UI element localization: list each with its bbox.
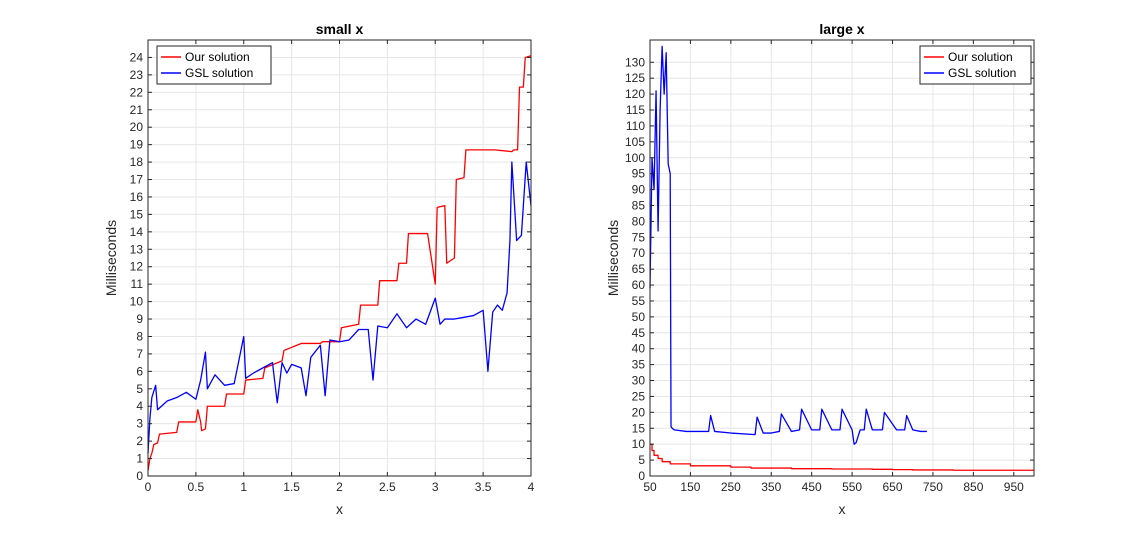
y-tick-label: 25 — [632, 389, 646, 403]
y-tick-label: 0 — [638, 469, 645, 483]
y-tick-label: 45 — [632, 326, 646, 340]
y-tick-label: 23 — [130, 68, 144, 82]
y-tick-label: 110 — [626, 119, 645, 133]
y-tick-label: 18 — [130, 155, 144, 169]
y-tick-label: 80 — [632, 214, 646, 228]
y-tick-label: 9 — [136, 312, 143, 326]
y-tick-label: 3 — [136, 417, 143, 431]
y-tick-label: 14 — [130, 225, 144, 239]
y-tick-label: 15 — [632, 421, 646, 435]
y-tick-label: 12 — [130, 260, 144, 274]
y-tick-label: 11 — [131, 277, 144, 291]
legend: Our solution GSL solution — [919, 45, 1032, 85]
y-tick-label: 17 — [130, 173, 144, 187]
legend-box — [156, 45, 272, 85]
y-tick-label: 20 — [632, 405, 646, 419]
y-tick-label: 5 — [638, 453, 645, 467]
x-tick-label: 150 — [680, 480, 700, 494]
y-tick-label: 22 — [130, 85, 144, 99]
y-tick-label: 105 — [625, 135, 645, 149]
y-tick-label: 95 — [632, 167, 646, 181]
x-tick-label: 750 — [923, 480, 943, 494]
y-tick-label: 55 — [632, 294, 646, 308]
plot-area — [650, 40, 1034, 476]
x-tick-label: 350 — [761, 480, 781, 494]
x-tick-label: 0 — [145, 480, 152, 494]
y-tick-label: 16 — [130, 190, 144, 204]
legend-label: Our solution — [948, 50, 1013, 64]
y-tick-label: 4 — [136, 399, 143, 413]
series-line-0 — [147, 55, 532, 471]
y-tick-label: 30 — [632, 374, 646, 388]
y-tick-label: 65 — [632, 262, 646, 276]
y-axis-label: Milliseconds — [103, 220, 119, 296]
x-tick-label: 250 — [721, 480, 741, 494]
y-tick-label: 50 — [632, 310, 646, 324]
x-tick-label: 0.5 — [188, 480, 205, 494]
legend-label: GSL solution — [948, 66, 1016, 80]
y-tick-label: 8 — [136, 329, 143, 343]
x-tick-label: 2.5 — [379, 480, 396, 494]
axes-frame — [649, 39, 1035, 477]
legend-label: GSL solution — [185, 66, 253, 80]
y-tick-label: 0 — [136, 469, 143, 483]
y-tick-label: 1 — [136, 452, 143, 466]
chart-1: 50 150 250 350 450 550 650 750 850 95005101520253… — [605, 21, 1035, 517]
y-tick-label: 2 — [136, 434, 143, 448]
series-line-0 — [650, 443, 1034, 471]
y-tick-label: 85 — [632, 198, 646, 212]
x-axis-label: x — [839, 501, 846, 517]
y-tick-label: 60 — [632, 278, 646, 292]
x-tick-label: 950 — [1004, 480, 1024, 494]
y-tick-label: 120 — [625, 87, 645, 101]
y-tick-label: 21 — [130, 103, 144, 117]
y-tick-label: 10 — [130, 295, 144, 309]
x-tick-label: 450 — [802, 480, 822, 494]
x-tick-label: 850 — [963, 480, 983, 494]
x-tick-label: 2 — [336, 480, 343, 494]
x-tick-label: 3.5 — [475, 480, 492, 494]
y-tick-label: 75 — [632, 230, 646, 244]
legend: Our solution GSL solution — [156, 45, 272, 85]
legend-box — [919, 45, 1032, 85]
y-tick-label: 15 — [130, 207, 144, 221]
y-tick-label: 130 — [625, 55, 645, 69]
x-tick-label: 550 — [842, 480, 862, 494]
y-tick-label: 6 — [136, 364, 143, 378]
y-tick-label: 10 — [632, 437, 646, 451]
y-tick-label: 7 — [136, 347, 143, 361]
series-line-1 — [649, 45, 927, 445]
y-tick-label: 13 — [130, 242, 144, 256]
y-tick-label: 19 — [130, 138, 144, 152]
y-tick-label: 5 — [136, 382, 143, 396]
x-axis-label: x — [336, 501, 343, 517]
series-line-1 — [147, 161, 532, 454]
y-tick-label: 24 — [130, 50, 144, 64]
y-tick-label: 125 — [625, 71, 645, 85]
x-tick-label: 650 — [883, 480, 903, 494]
chart-0: 0 0.5 1 1.5 2 2.5 3 3.5 401234567891011121314151… — [103, 21, 535, 517]
x-tick-label: 4 — [528, 480, 535, 494]
y-tick-label: 70 — [632, 246, 646, 260]
y-tick-label: 90 — [632, 183, 646, 197]
y-tick-label: 35 — [632, 358, 646, 372]
y-tick-label: 20 — [130, 120, 144, 134]
y-tick-label: 115 — [626, 103, 645, 117]
x-tick-label: 1 — [240, 480, 247, 494]
y-tick-label: 40 — [632, 342, 646, 356]
x-tick-label: 50 — [643, 480, 657, 494]
legend-label: Our solution — [185, 50, 250, 64]
y-axis-label: Milliseconds — [605, 220, 621, 296]
chart-title: small x — [316, 21, 364, 37]
x-tick-label: 3 — [432, 480, 439, 494]
y-tick-label: 100 — [625, 151, 645, 165]
chart-title: large x — [819, 21, 864, 37]
x-tick-label: 1.5 — [283, 480, 300, 494]
